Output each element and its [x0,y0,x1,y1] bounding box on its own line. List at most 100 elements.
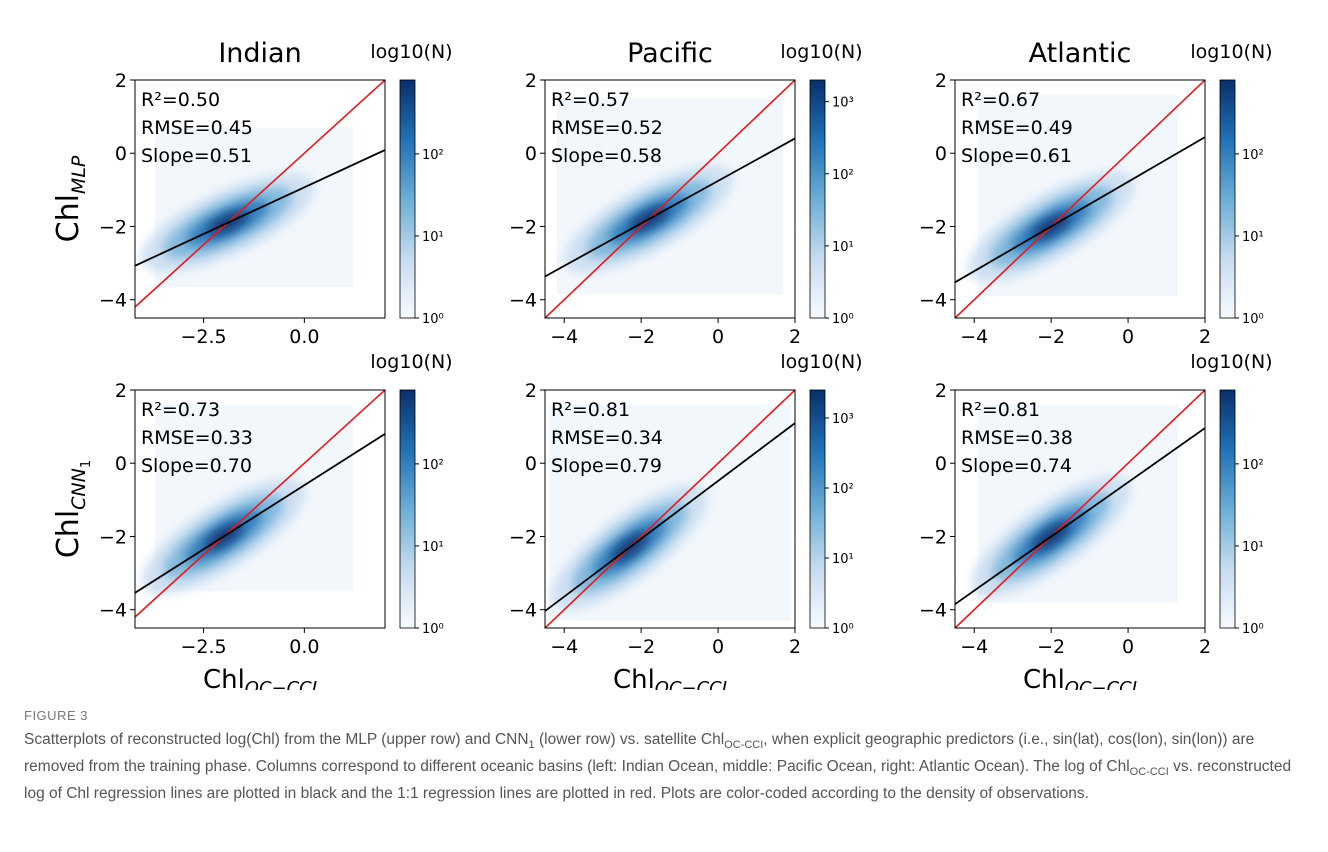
stat-label: Slope=0.51 [141,145,252,167]
x-tick-label: −2 [1037,636,1065,658]
colorbar: 10⁰ 10¹ 10² log10(N) [370,41,452,327]
panel-title: Atlantic [1029,38,1132,69]
axes-frame [544,79,796,319]
regression-line [955,427,1205,605]
colorbar-tick-label: 10⁰ [422,312,444,327]
colorbar-tick-label: 10⁰ [832,622,854,637]
y-tick-label: 2 [525,380,537,402]
colorbar-tick-label: 10¹ [1242,540,1264,555]
colorbar-label: log10(N) [780,351,862,373]
one-to-one-line [545,390,795,628]
axes-frame [134,79,386,319]
one-to-one-line [955,390,1205,628]
stat-label: RMSE=0.34 [551,427,663,449]
y-tick-label: −2 [99,216,127,238]
figure-label: FIGURE 3 [24,708,88,723]
stat-label: RMSE=0.52 [551,117,663,139]
colorbar-tick-label: 10² [832,482,854,497]
plot-area [135,80,385,308]
regression-line [955,136,1205,284]
colorbar-gradient [809,389,826,629]
panel-mlp-3: −4 −2 0 2 −4 −2 0 2 R²=0.67 RMSE=0.49 Slope=0.61 At… [919,38,1273,348]
colorbar-tick-label: 10¹ [422,540,444,555]
y-tick-label: 0 [935,453,947,475]
colorbar-tick-label: 10² [1242,148,1264,163]
stat-label: Slope=0.61 [961,145,1072,167]
y-tick-label: −2 [919,526,947,548]
colorbar: 10⁰ 10¹ 10² 10³ log10(N) [780,41,862,327]
regression-line [545,137,795,278]
stat-label: Slope=0.79 [551,455,662,477]
y-tick-label: −2 [919,216,947,238]
stat-label: RMSE=0.45 [141,117,253,139]
y-tick-label: 2 [115,70,127,92]
regression-line [135,433,385,594]
x-tick-label: 2 [1199,636,1211,658]
one-to-one-line [135,390,385,618]
x-axis-label: ChlOC−CCI [613,665,727,690]
colorbar-label: log10(N) [780,41,862,63]
x-tick-label: 0 [1122,636,1134,658]
x-tick-label: −4 [960,326,988,348]
x-tick-label: −2 [627,636,655,658]
colorbar: 10⁰ 10¹ 10² log10(N) [1190,41,1272,327]
colorbar-gradient [809,79,826,319]
colorbar-tick-label: 10¹ [832,240,854,255]
x-tick-label: −4 [550,636,578,658]
stat-label: RMSE=0.38 [961,427,1073,449]
x-tick-label: 0.0 [289,326,319,348]
y-tick-label: −4 [99,290,127,312]
plot-area [955,390,1205,628]
colorbar-tick-label: 10⁰ [1242,622,1264,637]
colorbar-tick-label: 10⁰ [832,312,854,327]
y-tick-label: 0 [935,143,947,165]
regression-line [545,422,795,612]
plot-area [135,390,385,618]
x-axis-label: ChlOC−CCI [1023,665,1137,690]
x-tick-label: 0 [712,636,724,658]
one-to-one-line [545,80,795,318]
y-tick-label: −4 [509,600,537,622]
y-tick-label: −4 [99,600,127,622]
y-tick-label: 2 [525,70,537,92]
colorbar-gradient [399,389,416,629]
plot-area [545,390,795,628]
y-tick-label: −2 [509,216,537,238]
row-label-mlp: ChlMLP [51,155,90,242]
stat-label: R²=0.81 [961,399,1040,421]
figure-3: −2.5 0.0 −4 −2 0 2 R²=0.50 RMSE=0.45 Slope=0.51 I… [51,38,1273,690]
one-to-one-line [955,80,1205,318]
x-tick-label: 0.0 [289,636,319,658]
y-tick-label: 2 [935,70,947,92]
panel-title: Indian [218,38,301,69]
y-tick-label: 0 [115,453,127,475]
figure-caption: FIGURE 3 Scatterplots of reconstructed l… [24,708,1304,804]
y-tick-label: 0 [525,143,537,165]
colorbar: 10⁰ 10¹ 10² log10(N) [1190,351,1272,637]
x-axis-label: ChlOC−CCI [203,665,317,690]
y-tick-label: −2 [509,526,537,548]
colorbar-tick-label: 10² [422,148,444,163]
x-tick-label: −2 [627,326,655,348]
colorbar-tick-label: 10³ [832,96,854,111]
axes-frame [954,79,1206,319]
panel-title: Pacific [627,38,713,69]
stat-label: RMSE=0.49 [961,117,1073,139]
colorbar-label: log10(N) [370,41,452,63]
x-tick-label: −2.5 [180,326,226,348]
x-tick-label: −4 [960,636,988,658]
colorbar: 10⁰ 10¹ 10² 10³ log10(N) [780,351,862,637]
panel-cnn1-3: −4 −2 0 2 −4 −2 0 2 R²=0.81 RMSE=0.38 Slope=0.74 10… [919,351,1273,658]
x-tick-label: 2 [789,326,801,348]
x-tick-label: −4 [550,326,578,348]
plot-area [545,80,795,318]
colorbar-tick-label: 10¹ [422,230,444,245]
axes-frame [954,389,1206,629]
y-tick-label: −4 [919,290,947,312]
colorbar-tick-label: 10² [832,168,854,183]
stat-label: R²=0.50 [141,89,220,111]
row-label-cnn1: ChlCNN1 [51,460,94,558]
x-tick-label: −2.5 [180,636,226,658]
x-tick-label: 2 [1199,326,1211,348]
stat-label: Slope=0.58 [551,145,662,167]
